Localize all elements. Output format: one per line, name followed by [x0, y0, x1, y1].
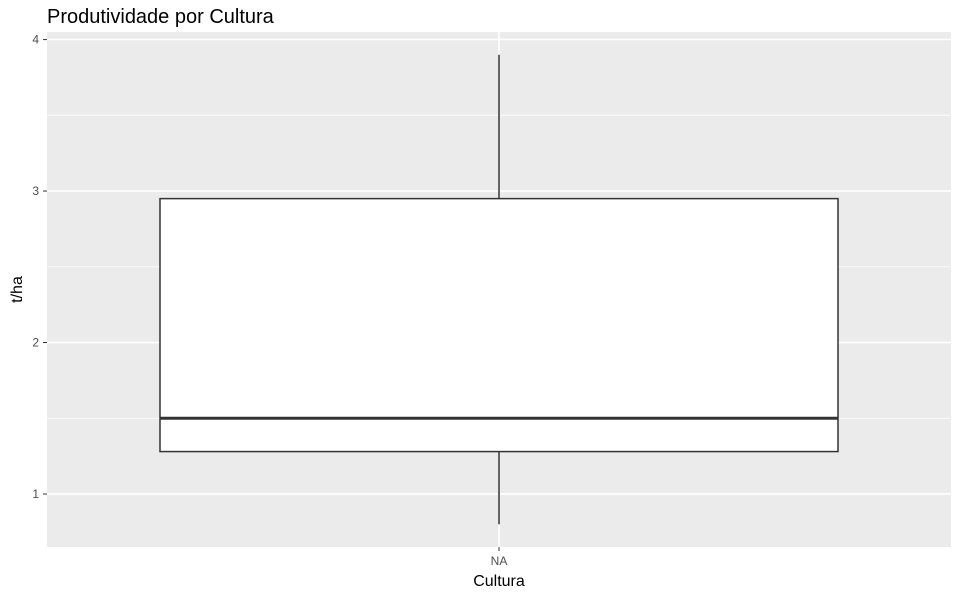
box-group [159, 54, 839, 525]
box-iqr [159, 197, 839, 453]
y-tick-label: 4 [32, 33, 39, 47]
chart-title: Produtividade por Cultura [47, 6, 274, 28]
y-tick-label: 3 [32, 184, 39, 198]
y-axis: 1 2 3 4 [32, 33, 47, 501]
y-tick-label: 2 [32, 336, 39, 350]
y-axis-title: t/ha [9, 276, 26, 303]
y-tick-label: 1 [32, 487, 39, 501]
x-axis: NA [491, 547, 508, 568]
x-tick-label: NA [491, 554, 508, 568]
x-axis-title: Cultura [473, 573, 525, 590]
